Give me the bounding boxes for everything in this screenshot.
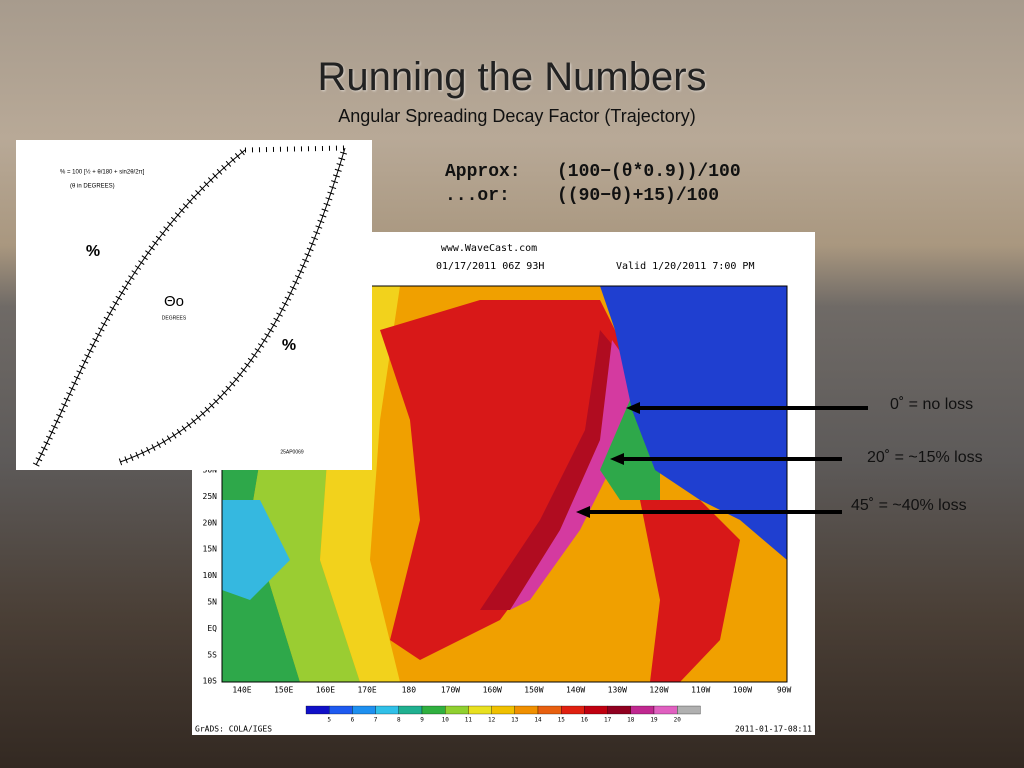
nomogram-code: 25AP0069	[280, 449, 304, 455]
formula-label: ...or:	[445, 186, 510, 206]
theta-label: Θo	[164, 293, 184, 310]
colorbar-cell	[491, 705, 515, 715]
colorbar-label: 9	[420, 717, 424, 724]
colorbar-label: 13	[511, 717, 519, 724]
colorbar-label: 10	[442, 717, 450, 724]
percent-label: %	[86, 243, 100, 260]
arrowheads	[576, 402, 640, 518]
nomogram-curve	[35, 149, 246, 466]
map-run: 01/17/2011 06Z 93H	[436, 261, 544, 272]
plot-border	[221, 285, 788, 683]
x-label: 180	[402, 686, 417, 695]
map-valid: Valid 1/20/2011 7:00 PM	[616, 261, 754, 272]
y-label: 10N	[203, 571, 218, 580]
degrees-label: DEGREES	[162, 315, 187, 321]
colorbar-cell	[653, 705, 678, 715]
x-label: 100W	[733, 686, 752, 695]
colorbar-label: 12	[488, 717, 496, 724]
x-label: 160E	[316, 686, 335, 695]
y-label: 5S	[207, 650, 217, 659]
colorbar: 5 6 7 8 9 10 11 12 13 14 15 16 17 18 19 20	[305, 705, 701, 724]
formula-expr: (100−(θ*0.9))/100	[557, 162, 741, 182]
formula: ...or: ((90−θ)+15)/100	[445, 186, 719, 206]
colorbar-label: 17	[604, 717, 612, 724]
colorbar-label: 11	[465, 717, 473, 724]
x-label: 170W	[441, 686, 460, 695]
sea-field	[510, 340, 640, 610]
annotation: 0˚ = no loss	[890, 396, 974, 413]
colorbar-label: 7	[374, 717, 378, 724]
colorbar-cell	[677, 705, 701, 715]
sea-field	[640, 500, 740, 682]
axes: 30N25N20N15N10N5NEQ5S10S140E150E160E170E…	[203, 466, 792, 695]
x-label: 170E	[357, 686, 376, 695]
arrowhead	[576, 506, 590, 518]
colorbar-label: 18	[627, 717, 635, 724]
sea-field	[222, 500, 290, 600]
colorbar-cell	[329, 705, 353, 715]
x-label: 130W	[608, 686, 627, 695]
colorbar-cell	[630, 705, 655, 715]
arrowhead	[610, 453, 624, 465]
colorbar-cell	[607, 705, 631, 715]
nomogram-curve	[119, 147, 346, 463]
formula-label: Approx:	[445, 162, 521, 182]
colorbar-cell	[584, 705, 608, 715]
colorbar-cell	[352, 705, 376, 715]
map-source: www.WaveCast.com	[441, 243, 537, 254]
y-label: 10S	[203, 677, 218, 686]
y-label: EQ	[207, 624, 217, 633]
x-label: 110W	[691, 686, 710, 695]
colorbar-cell	[375, 705, 399, 715]
nomogram-frame	[16, 140, 372, 470]
colorbar-label: 15	[558, 717, 566, 724]
x-label: 90W	[777, 686, 792, 695]
colorbar-cell	[514, 705, 539, 715]
colorbar-label: 16	[581, 717, 589, 724]
sea-field	[380, 300, 630, 660]
colorbar-cell	[445, 705, 469, 715]
colorbar-cell	[468, 705, 492, 715]
colorbar-cell	[398, 705, 423, 715]
title: Running the Numbers	[317, 55, 707, 99]
x-label: 150W	[524, 686, 543, 695]
x-label: 140E	[232, 686, 251, 695]
arrows	[586, 406, 868, 514]
arrowhead	[626, 402, 640, 414]
y-label: 5N	[207, 598, 217, 607]
annotation: 20˚ = ~15% loss	[867, 449, 983, 466]
map-timestamp: 2011-01-17-08:11	[735, 725, 812, 734]
x-label: 160W	[483, 686, 502, 695]
y-label: 20N	[203, 518, 218, 527]
y-label: 15N	[203, 545, 218, 554]
formula-expr: ((90−θ)+15)/100	[557, 186, 720, 206]
colorbar-label: 20	[674, 717, 682, 724]
colorbar-label: 14	[534, 717, 542, 724]
annotation: 45˚ = ~40% loss	[851, 497, 967, 514]
colorbar-label: 8	[397, 717, 401, 724]
colorbar-cell	[561, 705, 585, 715]
nomogram-note: (θ in DEGREES)	[70, 184, 115, 190]
colorbar-label: 19	[650, 717, 658, 724]
colorbar-label: 6	[351, 717, 355, 724]
y-label: 25N	[203, 492, 218, 501]
formula: Approx: (100−(θ*0.9))/100	[445, 162, 741, 182]
nomogram-formula: % = 100 [½ + θ/180 + sin2θ/2π]	[60, 169, 145, 176]
x-label: 120W	[649, 686, 668, 695]
map-credit: GrADS: COLA/IGES	[195, 725, 272, 734]
colorbar-cell	[305, 705, 330, 715]
colorbar-cell	[537, 705, 562, 715]
land	[600, 286, 787, 560]
colorbar-cell	[421, 705, 446, 715]
x-label: 140W	[566, 686, 585, 695]
colorbar-label: 5	[327, 717, 331, 724]
x-label: 150E	[274, 686, 293, 695]
subtitle: Angular Spreading Decay Factor (Trajecto…	[338, 106, 696, 126]
percent-label: %	[282, 337, 296, 354]
